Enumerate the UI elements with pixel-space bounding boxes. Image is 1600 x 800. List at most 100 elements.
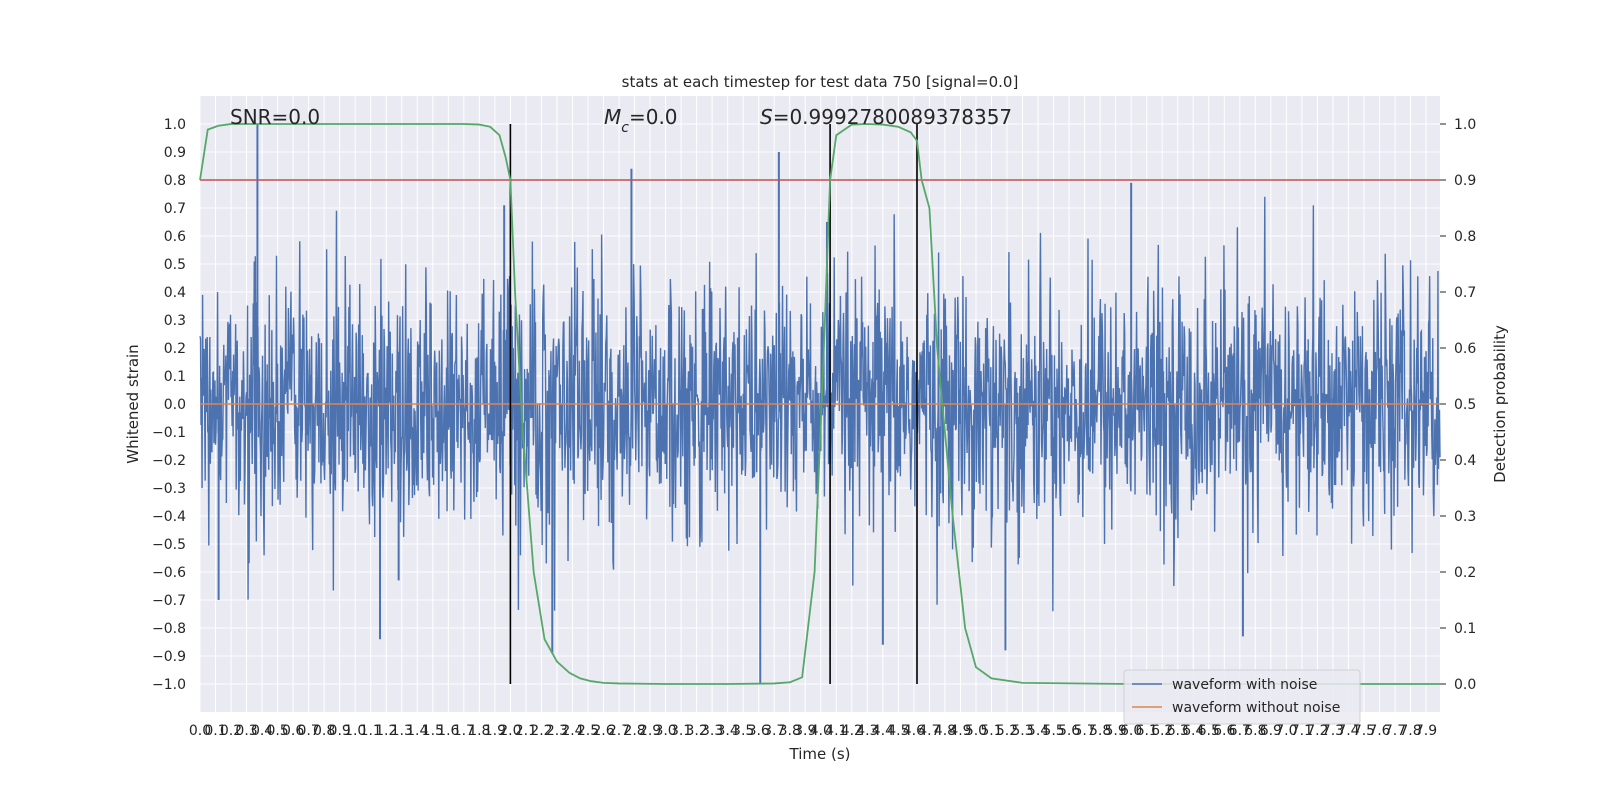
x-tick-label: 5.9 [1105,723,1127,739]
x-tick-label: 7.4 [1337,723,1359,739]
y2-tick-label: 0.8 [1454,229,1476,245]
chirp-mass-value: =0.0 [629,105,678,129]
x-tick-label: 7.6 [1368,723,1390,739]
noise-line [199,196,1441,612]
x-tick-label: 0.3 [235,723,257,739]
x-tick-label: 5.5 [1042,723,1064,739]
x-tick-label: 6.4 [1182,723,1204,739]
y-tick-label: 0.7 [164,201,186,217]
x-tick-label: 5.7 [1073,723,1095,739]
x-tick-label: 5.8 [1089,723,1111,739]
x-tick-label: 7.2 [1306,723,1328,739]
x-tick-label: 7.9 [1415,723,1437,739]
x-tick-label: 4.8 [934,723,956,739]
x-tick-label: 0.6 [282,723,304,739]
y2-tick-label: 0.7 [1454,285,1476,301]
x-tick-label: 7.0 [1275,723,1297,739]
y-tick-label: −0.8 [152,621,186,637]
x-tick-label: 2.8 [623,723,645,739]
x-tick-label: 5.0 [965,723,987,739]
s-symbol: S [760,105,773,129]
legend-label-clean: waveform without noise [1172,700,1340,716]
x-tick-label: 2.2 [530,723,552,739]
x-tick-label: 5.3 [1011,723,1033,739]
x-tick-label: 3.0 [654,723,676,739]
x-tick-label: 6.9 [1260,723,1282,739]
y2-tick-label: 0.5 [1454,397,1476,413]
x-tick-label: 3.2 [685,723,707,739]
y-tick-label: 0.3 [164,313,186,329]
legend-box [1123,669,1361,725]
y-tick-label: −1.0 [152,677,186,693]
x-tick-label: 2.5 [577,723,599,739]
y2-axis-label: Detection probability [1491,325,1509,483]
y2-tick-label: 0.9 [1454,173,1476,189]
x-tick-label: 1.2 [375,723,397,739]
x-tick-label: 4.7 [918,723,940,739]
y2-axis: 0.0 0.1 0.2 0.3 0.4 0.5 0.6 0.7 0.8 0.9 1.0 [1440,117,1476,693]
x-tick-label: 1.0 [344,723,366,739]
x-tick-label: 6.0 [1120,723,1142,739]
x-tick-label: 5.2 [996,723,1018,739]
y-tick-label: −0.6 [152,565,186,581]
x-tick-label: 3.9 [794,723,816,739]
x-tick-label: 4.6 [903,723,925,739]
x-tick-label: 3.3 [701,723,723,739]
x-tick-label: 0.0 [189,723,211,739]
legend-label-noise: waveform with noise [1172,677,1317,693]
x-tick-label: 1.3 [391,723,413,739]
snr-annotation: SNR=0.0 [230,105,320,129]
y-tick-label: 0.0 [164,397,186,413]
x-tick-label: 4.3 [856,723,878,739]
y2-tick-label: 0.2 [1454,565,1476,581]
x-tick-label: 2.9 [639,723,661,739]
y-tick-label: 0.9 [164,145,186,161]
vertical-markers [509,124,918,684]
y2-tick-label: 0.3 [1454,509,1476,525]
x-tick-label: 1.7 [453,723,475,739]
probability-line [199,123,1440,685]
x-tick-label: 5.1 [980,723,1002,739]
y-axis: −1.0 −0.9 −0.8 −0.7 −0.6 −0.5 −0.4 −0.3 −0.2 −0.1… [152,117,186,693]
s-annotation: S=0.9992780089378357 [760,105,1012,129]
x-tick-label: 1.8 [468,723,490,739]
x-tick-label: 4.2 [841,723,863,739]
x-tick-label: 5.6 [1058,723,1080,739]
y-tick-label: 0.1 [164,369,186,385]
x-tick-label: 4.4 [872,723,894,739]
x-tick-label: 0.1 [204,723,226,739]
chirp-mass-subscript: c [621,120,629,136]
x-tick-label: 1.6 [437,723,459,739]
s-value: =0.9992780089378357 [773,105,1012,129]
x-tick-label: 3.7 [763,723,785,739]
y-tick-label: −0.2 [152,453,186,469]
y-tick-label: 0.2 [164,341,186,357]
waveform-with-noise-series [199,124,1441,684]
y2-tick-label: 0.6 [1454,341,1476,357]
y-axis-label: Whitened strain [124,344,142,463]
x-tick-label: 6.8 [1244,723,1266,739]
x-tick-label: 5.4 [1027,723,1049,739]
x-tick-label: 1.9 [484,723,506,739]
x-tick-label: 2.7 [608,723,630,739]
x-tick-label: 1.1 [360,723,382,739]
x-tick-label: 4.9 [949,723,971,739]
x-tick-label: 0.7 [298,723,320,739]
x-tick-label: 7.3 [1322,723,1344,739]
x-tick-label: 7.8 [1399,723,1421,739]
x-axis-label: Time (s) [789,745,851,763]
x-axis: 0.00.10.20.30.40.50.60.70.80.91.01.11.21… [189,723,1437,739]
x-tick-label: 6.2 [1151,723,1173,739]
y-tick-label: 0.4 [164,285,186,301]
chirp-mass-annotation: Mc=0.0 [604,105,678,136]
y2-tick-label: 0.4 [1454,453,1476,469]
x-tick-label: 0.9 [329,723,351,739]
x-tick-label: 3.1 [670,723,692,739]
x-tick-label: 6.1 [1136,723,1158,739]
detection-probability-series [199,123,1440,685]
x-tick-label: 0.2 [220,723,242,739]
x-tick-label: 3.4 [717,723,739,739]
x-tick-label: 7.5 [1353,723,1375,739]
y-tick-label: 0.5 [164,257,186,273]
y2-tick-label: 0.1 [1454,621,1476,637]
